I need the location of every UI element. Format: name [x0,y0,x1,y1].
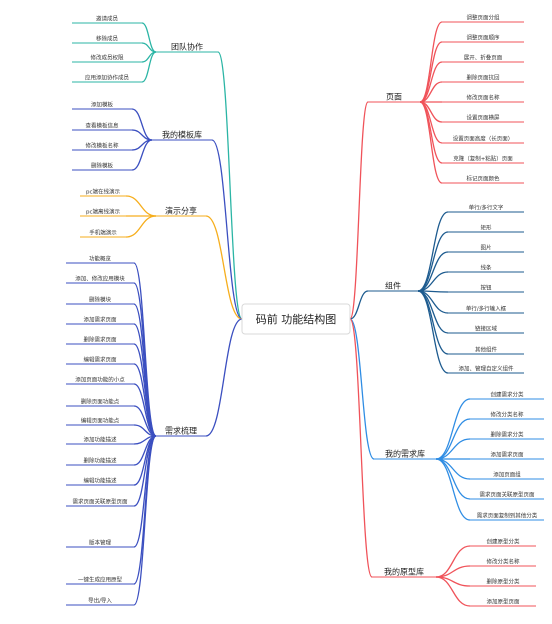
leaf-components[interactable]: 线条 [480,264,492,272]
leaf-pages[interactable]: 调整页面分组 [466,14,500,22]
connector-line [435,458,471,500]
leaf-team[interactable]: 应用添加协作成员 [85,74,130,82]
leaf-req[interactable]: 删除功能描述 [83,457,117,465]
leaf-proto[interactable]: 删除原型分类 [486,578,520,586]
leaf-req[interactable]: 编辑需求页面 [83,356,117,364]
leaf-pages[interactable]: 克隆（复制+粘贴）页面 [453,155,513,163]
leaf-demo[interactable]: 手机端演示 [89,229,117,237]
leaf-myreq[interactable]: 添加需求页面 [490,451,524,459]
connector-line [349,318,373,578]
connector-line [349,101,369,320]
leaf-components[interactable]: 按钮 [480,284,492,292]
leaf-req[interactable]: 一键生成应用原型 [78,576,123,584]
leaf-pages[interactable]: 标记页面颜色 [466,175,500,183]
leaf-components[interactable]: 单行/多行文字 [469,204,504,212]
leaf-pages[interactable]: 设置页面高度（长页面） [453,135,514,143]
connector-line [435,458,471,521]
leaf-myreq[interactable]: 需求页面关联原型页面 [479,491,535,499]
connector-line [417,251,449,292]
leaf-components[interactable]: 图片 [480,244,491,252]
leaf-req[interactable]: 删除模块 [89,296,112,304]
leaf-components[interactable]: 其他组件 [475,346,498,354]
leaf-pages[interactable]: 删除页面抗回 [466,74,500,82]
leaf-req[interactable]: 添加功能描述 [83,436,117,444]
leaf-proto[interactable]: 创建原型分类 [486,538,520,546]
leaf-components[interactable]: 添加、管理自定义组件 [458,365,514,373]
leaf-team[interactable]: 邀请成员 [96,15,119,23]
branch-components[interactable]: 组件 [385,281,401,291]
connector-line [133,383,157,437]
leaf-myreq[interactable]: 添加页面组 [493,471,521,479]
leaf-pages[interactable]: 修改页面名称 [466,94,500,102]
leaf-templates[interactable]: 删除模板 [91,162,114,170]
leaf-pages[interactable]: 调整页面顺序 [466,34,500,42]
leaf-templates[interactable]: 查看模板信息 [85,122,119,130]
connector-line [419,101,443,184]
leaf-templates[interactable]: 修改模板名称 [85,142,119,150]
leaf-proto[interactable]: 添加原型页面 [486,598,520,606]
leaf-team[interactable]: 移除成员 [96,35,119,43]
connector-line [125,215,157,238]
branch-templates[interactable]: 我的模板库 [162,130,202,140]
leaf-proto[interactable]: 修改分类名称 [486,558,520,566]
connector-line [435,418,471,460]
connector-line [349,318,375,460]
leaf-components[interactable]: 矩形 [480,224,492,232]
leaf-req[interactable]: 添加页面功能的小点 [75,376,125,384]
connector-line [205,215,243,320]
connector-line [417,211,449,292]
connector-line [417,290,449,374]
leaf-pages[interactable]: 展开、折叠页面 [464,54,503,62]
connector-line [435,398,471,460]
connector-line [435,576,471,607]
center-node[interactable]: 码前 功能结构图 [241,303,351,335]
branch-req[interactable]: 需求梳理 [165,426,197,436]
leaf-components[interactable]: 单行/多行输入框 [466,305,507,313]
connector-line [435,545,471,578]
connector-line [141,51,157,83]
connector-line [435,438,471,460]
connector-line [217,51,243,320]
leaf-req[interactable]: 编辑功能描述 [83,477,117,485]
leaf-req[interactable]: 添加需求页面 [83,316,117,324]
leaf-myreq[interactable]: 修改分类名称 [490,411,524,419]
leaf-myreq[interactable]: 需求页面复制到其他分类 [477,512,538,520]
connector-line [133,303,157,437]
connector-line [349,290,369,320]
leaf-templates[interactable]: 添加模板 [91,101,114,109]
edge-layer [125,21,471,607]
leaf-req[interactable]: 删除页面功能点 [81,398,120,406]
connector-line [125,195,157,217]
leaf-req[interactable]: 添加、修改应用模块 [75,275,125,283]
branch-team[interactable]: 团队协作 [171,42,203,52]
branch-proto[interactable]: 我的原型库 [384,567,424,577]
leaf-demo[interactable]: pc端离线演示 [86,208,121,216]
leaf-components[interactable]: 链接区域 [475,325,498,333]
connector-line [419,61,443,103]
connector-line [133,435,157,606]
connector-line [419,21,443,103]
leaf-req[interactable]: 版本管理 [89,539,112,547]
branch-myreq[interactable]: 我的需求库 [385,449,425,459]
center-title: 码前 功能结构图 [256,312,337,326]
leaf-myreq[interactable]: 创建需求分类 [490,391,524,399]
leaf-demo[interactable]: pc端在线演示 [86,188,121,196]
leaf-team[interactable]: 修改成员权限 [90,54,124,62]
connector-line [211,139,243,320]
branch-pages[interactable]: 页面 [386,93,402,102]
leaf-req[interactable]: 需求页面关联原型页面 [72,498,128,506]
leaf-req[interactable]: 导出/导入 [88,597,112,605]
connector-line [131,139,153,171]
leaf-req[interactable]: 功能概览 [89,255,112,263]
leaf-req[interactable]: 删除需求页面 [83,336,117,344]
connector-line [205,318,243,437]
leaf-pages[interactable]: 设置页面横屏 [466,114,500,122]
branch-demo[interactable]: 演示分享 [165,206,197,216]
connector-line [419,101,443,144]
leaf-req[interactable]: 编辑页面功能点 [81,417,120,425]
connector-line [417,290,449,355]
leaf-myreq[interactable]: 删除需求分类 [490,431,524,439]
